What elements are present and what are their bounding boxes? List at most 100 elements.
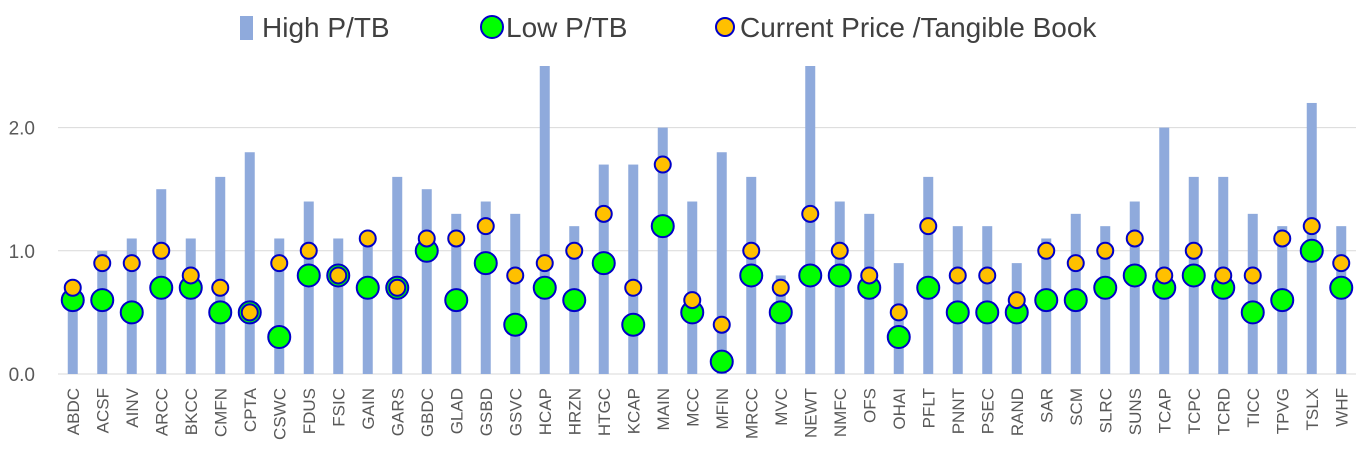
low-marker xyxy=(1329,275,1354,300)
low-marker xyxy=(1240,300,1265,325)
low-marker xyxy=(1270,288,1295,313)
low-marker xyxy=(709,349,734,374)
legend: High P/TB Low P/TB Current Price /Tangib… xyxy=(240,12,1097,43)
low-marker xyxy=(119,300,144,325)
high-bar xyxy=(923,176,934,374)
x-tick-label: OFS xyxy=(860,388,879,423)
high-bar xyxy=(1100,226,1111,374)
current-marker xyxy=(712,315,731,334)
current-marker xyxy=(594,204,613,223)
current-marker xyxy=(1066,254,1085,273)
x-tick-label: HCAP xyxy=(536,388,555,435)
current-marker xyxy=(299,241,318,260)
low-marker xyxy=(650,214,675,239)
low-marker xyxy=(208,300,233,325)
x-tick-label: HTGC xyxy=(595,388,614,436)
low-marker xyxy=(945,300,970,325)
current-marker xyxy=(152,241,171,260)
current-marker xyxy=(1214,266,1233,285)
x-tick-label: TCAP xyxy=(1155,388,1174,433)
current-marker xyxy=(1007,291,1026,310)
high-bar xyxy=(303,201,314,374)
x-tick-label: HRZN xyxy=(565,388,584,435)
x-tick-label: GLAD xyxy=(447,388,466,434)
high-bar xyxy=(185,238,196,374)
current-marker xyxy=(653,155,672,174)
current-marker xyxy=(624,278,643,297)
x-tick-label: ARCC xyxy=(152,388,171,436)
low-marker xyxy=(768,300,793,325)
high-bar xyxy=(539,66,550,374)
low-marker xyxy=(532,275,557,300)
current-marker xyxy=(270,254,289,273)
current-marker xyxy=(181,266,200,285)
high-bar xyxy=(952,226,963,374)
legend-high-label: High P/TB xyxy=(262,12,390,43)
current-marker xyxy=(1243,266,1262,285)
low-markers xyxy=(60,214,1354,374)
y-tick-label: 0.0 xyxy=(9,365,35,386)
current-marker xyxy=(742,241,761,260)
low-marker xyxy=(267,325,292,350)
y-axis-ticks: 0.0 1.0 2.0 xyxy=(9,119,35,386)
x-axis-ticks: ABDC ACSF AINV ARCC BKCC CMFN CPTA CSWC FDUS FSIC… xyxy=(64,387,1352,440)
current-marker xyxy=(1273,229,1292,248)
low-marker xyxy=(886,325,911,350)
x-tick-label: SAR xyxy=(1037,388,1056,423)
x-tick-label: SCM xyxy=(1067,388,1086,426)
x-tick-label: MAIN xyxy=(654,388,673,431)
low-marker xyxy=(1122,263,1147,288)
legend-low-swatch xyxy=(480,15,504,39)
x-tick-label: CSWC xyxy=(270,388,289,440)
current-marker xyxy=(830,241,849,260)
x-tick-label: NEWT xyxy=(801,388,820,438)
current-marker xyxy=(801,204,820,223)
current-marker xyxy=(1037,241,1056,260)
high-bar xyxy=(834,201,845,374)
current-marker xyxy=(122,254,141,273)
current-marker xyxy=(358,229,377,248)
x-tick-label: TPVG xyxy=(1273,388,1292,434)
low-marker xyxy=(1299,238,1324,263)
low-marker xyxy=(149,275,174,300)
x-tick-label: NMFC xyxy=(831,388,850,437)
x-tick-label: FDUS xyxy=(300,388,319,434)
x-tick-label: SUNS xyxy=(1126,388,1145,435)
x-tick-label: ABDC xyxy=(64,388,83,435)
x-tick-label: WHF xyxy=(1332,388,1351,427)
y-tick-label: 1.0 xyxy=(9,242,35,263)
low-marker xyxy=(503,312,528,337)
high-bar xyxy=(716,152,727,374)
high-bar xyxy=(362,238,373,374)
current-marker xyxy=(565,241,584,260)
low-marker xyxy=(473,251,498,276)
current-marker xyxy=(211,278,230,297)
high-bars xyxy=(67,66,1347,375)
current-marker xyxy=(417,229,436,248)
current-markers xyxy=(63,155,1351,334)
high-bar xyxy=(1129,201,1140,374)
low-marker xyxy=(562,288,587,313)
current-marker xyxy=(919,217,938,236)
low-marker xyxy=(296,263,321,288)
x-tick-label: GSVC xyxy=(506,388,525,436)
high-bar xyxy=(333,238,344,374)
high-bar xyxy=(657,127,668,374)
x-tick-label: RAND xyxy=(1008,388,1027,436)
current-marker xyxy=(329,266,348,285)
legend-current-swatch xyxy=(715,17,735,37)
high-bar xyxy=(1159,127,1170,374)
x-tick-label: TICC xyxy=(1244,388,1263,428)
low-marker xyxy=(1181,263,1206,288)
x-tick-label: CPTA xyxy=(241,387,260,432)
current-marker xyxy=(63,278,82,297)
current-marker xyxy=(889,303,908,322)
high-bar xyxy=(628,164,639,374)
high-bar xyxy=(421,189,432,374)
low-marker xyxy=(916,275,941,300)
low-marker xyxy=(739,263,764,288)
x-tick-label: OHAI xyxy=(890,388,909,430)
low-marker xyxy=(975,300,1000,325)
current-marker xyxy=(93,254,112,273)
